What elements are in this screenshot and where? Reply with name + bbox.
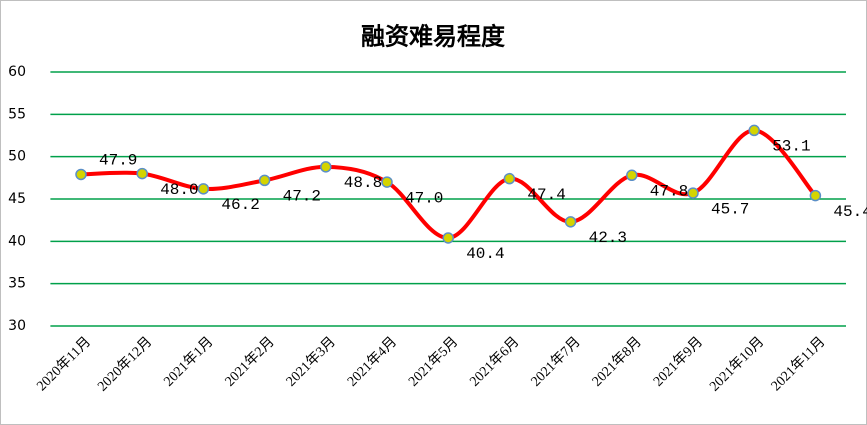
marker xyxy=(258,174,271,187)
data-label: 45.4 xyxy=(833,203,867,221)
data-label: 47.8 xyxy=(650,183,688,201)
chart-title: 融资难易程度 xyxy=(361,22,506,51)
y-tick-label: 55 xyxy=(8,106,26,122)
data-label: 53.1 xyxy=(772,138,810,156)
marker xyxy=(136,167,148,180)
marker xyxy=(748,124,760,137)
data-label: 47.0 xyxy=(405,189,443,207)
y-tick-label: 30 xyxy=(8,318,26,334)
marker xyxy=(503,172,516,185)
data-label: 42.3 xyxy=(589,229,627,247)
y-tick-label: 40 xyxy=(8,233,26,249)
marker xyxy=(381,176,393,188)
data-label: 46.2 xyxy=(221,196,259,214)
y-tick-label: 35 xyxy=(8,276,26,292)
data-label: 47.2 xyxy=(283,188,321,206)
data-label: 47.9 xyxy=(99,152,137,170)
marker xyxy=(442,232,454,244)
data-label: 47.4 xyxy=(527,186,565,204)
marker xyxy=(809,189,822,202)
marker xyxy=(75,168,87,181)
marker xyxy=(320,161,332,173)
marker xyxy=(197,183,210,195)
marker xyxy=(687,187,699,199)
y-tick-label: 50 xyxy=(8,149,26,165)
marker xyxy=(626,169,638,182)
line xyxy=(80,128,817,240)
data-label: 40.4 xyxy=(466,245,504,263)
y-tick-label: 60 xyxy=(8,64,26,80)
data-label: 48.8 xyxy=(344,174,382,192)
y-tick-label: 45 xyxy=(8,191,26,207)
data-label: 48.0 xyxy=(160,181,198,199)
marker xyxy=(564,216,577,228)
data-label: 45.7 xyxy=(711,200,749,218)
